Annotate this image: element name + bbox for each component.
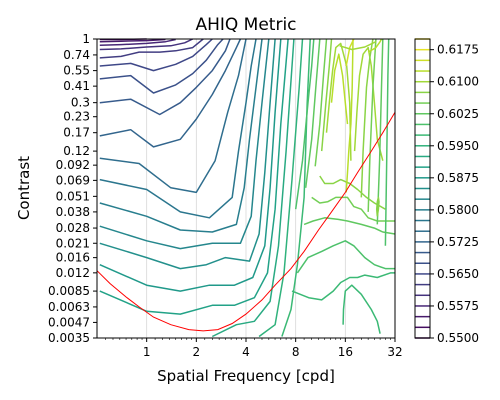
contour-line: [294, 38, 315, 210]
y-tick-label: 0.0047: [48, 315, 90, 329]
colorbar-tick-label: 0.5875: [437, 171, 479, 185]
colorbar-tick-label: 0.6175: [437, 43, 479, 57]
contour-line: [342, 284, 381, 334]
y-tick-label: 1: [82, 32, 90, 46]
y-axis-label: Contrast: [15, 156, 33, 220]
contour-line: [367, 38, 383, 53]
contour-line: [99, 38, 194, 51]
contour-line: [99, 38, 263, 233]
colorbar-tick-label: 0.5650: [437, 267, 479, 281]
colorbar-tick-label: 0.5500: [437, 331, 479, 345]
contour-line: [99, 38, 270, 250]
y-tick-label: 0.41: [63, 79, 90, 93]
contour-line: [345, 38, 355, 67]
x-axis: 1 2 4 8 16 32: [105, 338, 403, 359]
contour-line: [319, 175, 386, 210]
contour-line: [296, 240, 395, 274]
contour-line: [99, 38, 213, 72]
contour-line: [304, 38, 321, 188]
y-tick-label: 0.069: [56, 173, 90, 187]
y-tick-label: 0.012: [56, 266, 90, 280]
contour-line: [258, 38, 304, 338]
colorbar-tick-label: 0.6025: [437, 107, 479, 121]
y-tick-label: 0.0035: [48, 331, 90, 345]
y-tick-label: 0.0063: [48, 300, 90, 314]
contour-line: [375, 196, 380, 217]
y-tick-label: 0.028: [56, 221, 90, 235]
x-tick-label: 4: [242, 345, 250, 359]
colorbar-tick-label: 0.5575: [437, 299, 479, 313]
contour-line: [320, 38, 333, 152]
colorbar-tick-label: 0.5950: [437, 139, 479, 153]
contour-line: [99, 38, 257, 219]
y-tick-label: 0.038: [56, 205, 90, 219]
y-tick-label: 0.23: [63, 110, 90, 124]
colorbar: 0.5500 0.5575 0.5650 0.5725 0.5800 0.5875 0.59…: [414, 38, 479, 345]
chart-title: AHIQ Metric: [195, 15, 296, 35]
x-tick-label: 2: [193, 345, 201, 359]
colorbar-frame: [414, 38, 431, 339]
contour-line: [99, 38, 204, 59]
y-tick-label: 0.12: [63, 144, 90, 158]
y-tick-label: 0.3: [71, 96, 90, 110]
contour-line: [99, 38, 289, 315]
contour-lines: [99, 38, 396, 338]
y-tick-label: 0.016: [56, 251, 90, 265]
y-tick-label: 0.051: [56, 189, 90, 203]
contour-line: [314, 38, 328, 167]
y-tick-label: 0.0085: [48, 284, 90, 298]
red-curve-line: [96, 112, 396, 332]
contour-line: [384, 38, 390, 246]
y-tick-label: 0.17: [63, 126, 90, 140]
contour-line: [99, 38, 176, 46]
contour-line: [99, 38, 231, 116]
colorbar-tick-label: 0.5800: [437, 203, 479, 217]
x-tick-label: 16: [338, 345, 353, 359]
contour-line: [99, 38, 282, 292]
contour-line: [99, 38, 166, 43]
contour-line: [211, 38, 295, 338]
contour-line: [311, 196, 395, 222]
y-tick-label: 0.092: [56, 158, 90, 172]
colorbar-tick-label: 0.5725: [437, 235, 479, 249]
y-tick-label: 0.74: [63, 48, 90, 62]
y-tick-label: 0.55: [63, 64, 90, 78]
contour-line: [376, 38, 384, 225]
contour-line: [99, 38, 276, 270]
contour-line: [325, 42, 352, 161]
x-axis-label: Spatial Frequency [cpd]: [157, 367, 335, 385]
contour-line: [367, 38, 377, 212]
x-tick-label: 8: [292, 345, 300, 359]
contour-line: [360, 38, 374, 198]
contour-line: [281, 38, 311, 337]
contour-line: [345, 38, 354, 193]
red-boundary-curve: [96, 112, 396, 332]
y-axis: 0.00350.00470.00630.00850.0120.0160.0210…: [48, 32, 97, 345]
x-tick-label: 32: [387, 345, 402, 359]
contour-line: [99, 38, 242, 148]
x-tick-label: 1: [143, 345, 151, 359]
contour-line: [339, 41, 377, 51]
contour-line: [99, 38, 224, 94]
contour-line: [291, 272, 395, 301]
contour-line: [353, 46, 384, 161]
y-tick-label: 0.021: [56, 236, 90, 250]
contour-line: [330, 53, 349, 125]
colorbar-tick-label: 0.6100: [437, 75, 479, 89]
contour-line: [99, 38, 247, 194]
contour-line: [303, 217, 396, 235]
